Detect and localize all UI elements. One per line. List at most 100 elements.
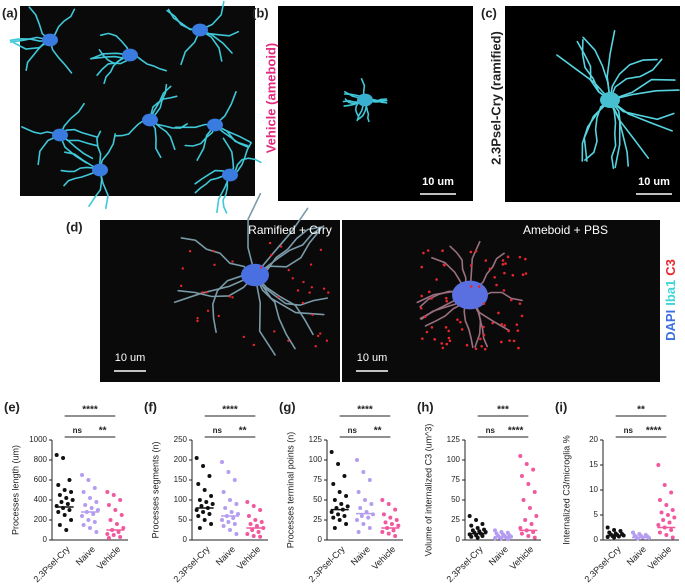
y-tick-label: 0 bbox=[43, 535, 48, 544]
data-point bbox=[531, 467, 536, 472]
stain-label: DAPI bbox=[663, 310, 678, 341]
data-point bbox=[475, 535, 480, 540]
x-tick-label: 2.3Psel-Cry bbox=[444, 544, 485, 585]
data-point bbox=[89, 506, 94, 510]
data-point bbox=[329, 450, 334, 454]
y-tick-label: 100 bbox=[174, 495, 188, 504]
data-point bbox=[656, 463, 661, 467]
data-point bbox=[92, 520, 97, 524]
data-point bbox=[194, 456, 199, 460]
data-point bbox=[56, 510, 61, 514]
data-point bbox=[251, 534, 256, 538]
data-point bbox=[80, 514, 84, 518]
c3-dot bbox=[205, 291, 208, 294]
data-point bbox=[381, 512, 386, 517]
c3-dot bbox=[515, 323, 519, 326]
y-tick-label: 50 bbox=[451, 495, 460, 504]
significance-label: **** bbox=[646, 426, 662, 437]
data-point bbox=[380, 530, 385, 534]
c3-dot bbox=[447, 336, 451, 340]
data-point bbox=[361, 470, 366, 474]
data-point bbox=[337, 518, 342, 522]
y-tick-label: 600 bbox=[34, 475, 48, 484]
data-point bbox=[92, 486, 97, 490]
soma bbox=[357, 93, 373, 107]
data-point bbox=[251, 504, 256, 508]
soma bbox=[241, 263, 269, 287]
data-point bbox=[86, 518, 91, 522]
x-tick-label: Vehicle bbox=[370, 544, 398, 572]
process bbox=[180, 29, 201, 66]
y-tick-label: 100 bbox=[447, 455, 461, 464]
image-d-left bbox=[100, 220, 340, 382]
c3-dot bbox=[508, 339, 511, 342]
c3-dot bbox=[510, 298, 513, 302]
data-point bbox=[664, 503, 669, 507]
data-point bbox=[106, 503, 111, 507]
data-point bbox=[194, 508, 199, 512]
data-point bbox=[88, 526, 92, 530]
data-point bbox=[234, 502, 239, 506]
c3-dot bbox=[524, 272, 528, 275]
data-point bbox=[657, 498, 662, 502]
data-point bbox=[81, 490, 86, 494]
c3-dot bbox=[188, 250, 192, 253]
c3-dot bbox=[420, 265, 424, 269]
process bbox=[177, 274, 256, 298]
c3-dot bbox=[181, 267, 184, 270]
data-point bbox=[114, 522, 119, 526]
y-tick-label: 25 bbox=[313, 515, 322, 524]
cells-c bbox=[556, 30, 680, 170]
c3-dot bbox=[447, 329, 451, 333]
data-point bbox=[363, 498, 367, 502]
data-point bbox=[523, 518, 528, 522]
c3-dot bbox=[422, 251, 425, 255]
data-point bbox=[344, 522, 349, 526]
c3-dot bbox=[196, 316, 199, 320]
process bbox=[254, 229, 321, 276]
c3-dot bbox=[501, 259, 505, 262]
data-point bbox=[383, 520, 388, 525]
process bbox=[609, 89, 680, 101]
c3-dot bbox=[242, 335, 246, 339]
significance-label: ns bbox=[348, 426, 358, 435]
data-point bbox=[258, 508, 263, 512]
data-point bbox=[197, 498, 202, 502]
c3-dot bbox=[440, 342, 443, 345]
process bbox=[96, 130, 102, 171]
panel-label: (i) bbox=[555, 399, 567, 414]
data-point bbox=[393, 534, 398, 538]
y-tick-label: 125 bbox=[309, 435, 323, 444]
data-point bbox=[532, 490, 537, 494]
y-tick-label: 0 bbox=[456, 535, 461, 544]
process bbox=[609, 58, 663, 101]
c3-dot bbox=[273, 330, 276, 333]
data-point bbox=[231, 516, 236, 520]
data-point bbox=[248, 522, 253, 526]
significance-label: **** bbox=[82, 405, 98, 416]
c3-dot bbox=[296, 289, 300, 292]
data-point bbox=[245, 500, 250, 504]
data-point bbox=[94, 530, 99, 534]
process bbox=[254, 274, 314, 336]
y-axis-label: Processes segments (n) bbox=[150, 441, 160, 538]
data-point bbox=[356, 490, 361, 494]
data-point bbox=[329, 510, 334, 514]
data-point bbox=[196, 514, 201, 518]
process bbox=[149, 95, 178, 121]
c3-dot bbox=[516, 329, 520, 332]
panel-label: (f) bbox=[144, 399, 157, 414]
panel-title: Ramified + Crry bbox=[248, 223, 332, 237]
data-point bbox=[118, 498, 123, 502]
panel-label: (c) bbox=[481, 5, 497, 20]
y-tick-label: 25 bbox=[451, 515, 460, 524]
c3-dot bbox=[524, 257, 527, 261]
c3-dot bbox=[482, 325, 485, 329]
data-point bbox=[88, 496, 92, 500]
y-axis-label: Processes terminal points (n) bbox=[285, 432, 295, 549]
panel-title: Vehicle (ameboid) bbox=[263, 43, 278, 154]
c3-dot bbox=[291, 277, 294, 280]
soma bbox=[42, 33, 58, 47]
x-tick-label: Naive bbox=[349, 544, 372, 567]
